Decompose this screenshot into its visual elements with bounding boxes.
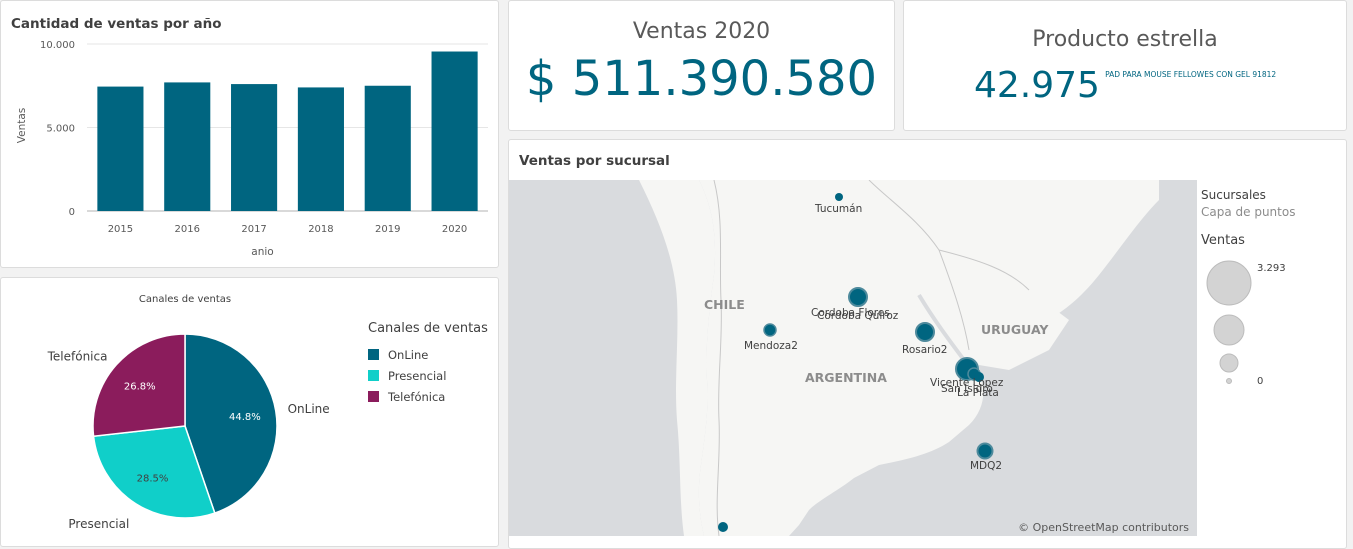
pie-slice	[92, 333, 186, 438]
country-label-chile: CHILE	[704, 297, 745, 312]
map-attribution[interactable]: © OpenStreetMap contributors	[1018, 521, 1189, 534]
map-border-north	[868, 180, 1030, 291]
x-tick-label: 2020	[442, 224, 467, 235]
pie-legend-label: Presencial	[388, 369, 446, 383]
pie-slice	[92, 425, 216, 519]
pie-category-label: OnLine	[288, 402, 330, 416]
city-label-vicente-lopez: Vicente Lopez	[930, 377, 1004, 389]
legend-size-circles	[1206, 260, 1252, 384]
map-panel: Ventas por sucursal CHILE ARGENTINA URUG…	[508, 139, 1347, 549]
map-legend: Sucursales Capa de puntos Ventas 3.293 0	[1201, 188, 1341, 387]
bar-chart: 0 5.000 10.000 2015 2016 2017 2018 2019 2020 anio…	[16, 40, 488, 258]
map-chile-land	[639, 180, 716, 536]
city-label-rosario: Rosario2	[902, 344, 948, 356]
legend-layer-subtitle: Capa de puntos	[1201, 205, 1296, 219]
legend-circle-l	[1213, 314, 1245, 346]
city-label-mdq: MDQ2	[970, 460, 1003, 472]
country-label-uruguay: URUGUAY	[981, 322, 1049, 337]
y-axis-label: Ventas	[16, 108, 28, 144]
map-uruguay-land	[969, 290, 1069, 370]
pie-value-label: 44.8%	[229, 412, 261, 423]
city-label-la-plata: La Plata	[957, 387, 999, 399]
point-rosario[interactable]	[915, 322, 935, 342]
map-river	[917, 293, 966, 362]
point-mdq[interactable]	[976, 442, 994, 460]
y-tick-label: 5.000	[46, 124, 75, 135]
legend-max-label: 3.293	[1257, 263, 1286, 274]
pie-legend-title: Canales de ventas	[368, 321, 488, 336]
point-mendoza[interactable]	[763, 323, 777, 337]
legend-circle-m	[1219, 353, 1239, 373]
point-cordoba[interactable]	[848, 287, 868, 307]
x-tick-label: 2019	[375, 224, 400, 235]
bar	[231, 84, 278, 211]
bar	[364, 85, 411, 211]
bar	[431, 51, 478, 211]
pie-title: Canales de ventas	[139, 294, 231, 305]
map-area[interactable]: CHILE ARGENTINA URUGUAY Tucumán Cordoba …	[509, 180, 1197, 536]
x-tick-label: 2018	[308, 224, 333, 235]
map-border-uruguay	[938, 249, 970, 351]
bar	[164, 82, 211, 211]
city-label-cordoba-quiroz: Cordoba Quiroz	[817, 310, 899, 322]
legend-circle-xl	[1206, 260, 1252, 306]
pie-legend-label: Telefónica	[387, 390, 445, 404]
kpi-ventas-panel: Ventas 2020 $ 511.390.580	[508, 0, 895, 131]
x-axis-label: anio	[251, 246, 273, 258]
point-la-plata[interactable]	[974, 372, 984, 382]
bar	[97, 86, 144, 211]
point-south[interactable]	[718, 522, 728, 532]
x-tick-label: 2015	[108, 224, 133, 235]
y-tick-label: 0	[69, 207, 75, 218]
pie-category-label: Presencial	[68, 517, 129, 531]
pie-legend-swatch	[368, 370, 379, 381]
pie-value-label: 28.5%	[137, 473, 169, 484]
map-svg	[639, 180, 1159, 536]
pie-legend-label: OnLine	[388, 348, 428, 362]
bar-chart-title: Cantidad de ventas por año	[11, 16, 222, 32]
pie-slice	[184, 333, 278, 515]
city-label-cordoba-flores: Cordoba Flores	[811, 307, 890, 319]
city-label-san-isidro: San Isidro	[941, 383, 993, 395]
pie-legend-swatch	[368, 391, 379, 402]
kpi-producto-title: Producto estrella	[1032, 27, 1218, 52]
x-tick-label: 2016	[175, 224, 200, 235]
kpi-producto-name: PAD PARA MOUSE FELLOWES CON GEL 91812	[1105, 70, 1277, 79]
map-points	[718, 193, 994, 532]
kpi-producto-value: 42.975	[974, 65, 1100, 106]
kpi-ventas-value: $ 511.390.580	[525, 51, 878, 107]
country-label-argentina: ARGENTINA	[805, 370, 887, 385]
kpi-ventas-title: Ventas 2020	[632, 19, 771, 44]
bar-chart-panel: Cantidad de ventas por año 0 5.000 10.000 2…	[0, 0, 499, 268]
city-label-mendoza: Mendoza2	[744, 340, 798, 352]
pie-value-label: 26.8%	[124, 382, 156, 393]
pie-category-label: Telefónica	[47, 350, 108, 364]
pie-chart: Canales de ventas 44.8% OnLine 28.5% Presenc…	[47, 294, 489, 531]
legend-layer-title: Sucursales	[1201, 188, 1266, 202]
legend-min-label: 0	[1257, 376, 1264, 387]
kpi-producto-panel: Producto estrella 42.975 PAD PARA MOUSE …	[903, 0, 1347, 131]
map-border-chile	[713, 180, 722, 536]
kpi-producto-row: 42.975 PAD PARA MOUSE FELLOWES CON GEL 9…	[974, 65, 1276, 106]
map-land	[698, 180, 1159, 536]
legend-size-title: Ventas	[1201, 233, 1245, 248]
point-tucuman[interactable]	[835, 193, 843, 201]
y-tick-label: 10.000	[40, 40, 75, 51]
map-title: Ventas por sucursal	[519, 153, 670, 169]
city-label-tucuman: Tucumán	[815, 203, 863, 215]
pie-chart-panel: Canales de ventas 44.8% OnLine 28.5% Presenc…	[0, 277, 499, 547]
pie-legend-swatch	[368, 349, 379, 360]
x-tick-label: 2017	[241, 224, 266, 235]
bar	[297, 87, 344, 211]
legend-circle-s	[1226, 378, 1232, 384]
